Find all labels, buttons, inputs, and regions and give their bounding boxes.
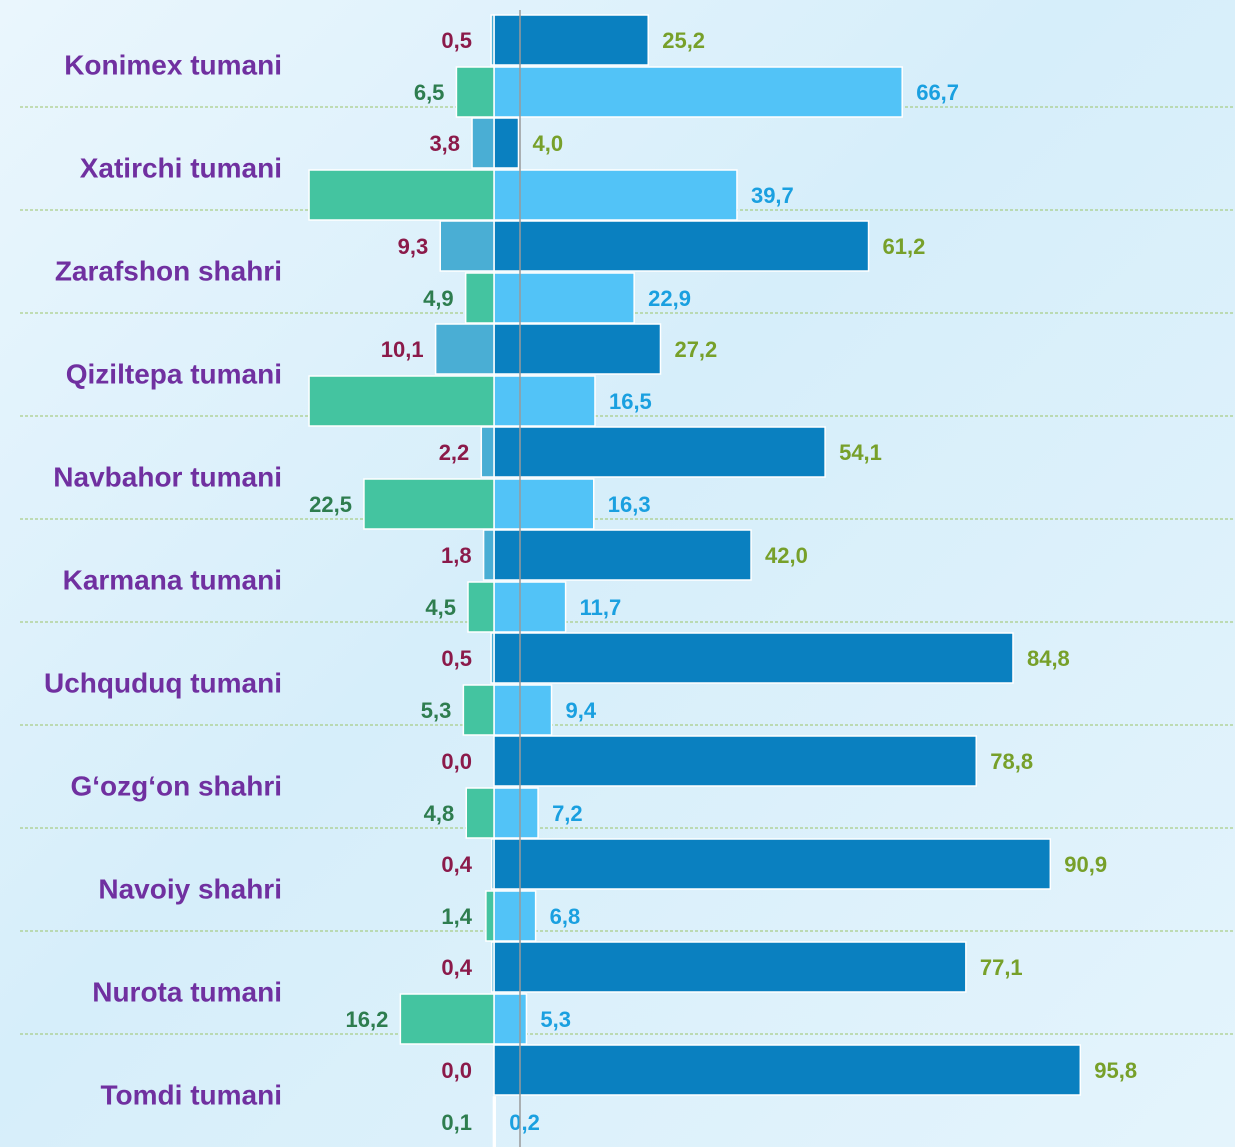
value-label: 0,2 <box>509 1110 540 1135</box>
bar <box>439 220 495 272</box>
bar <box>493 375 596 427</box>
value-label: 16,3 <box>608 492 651 517</box>
category-label: G‘ozg‘on shahri <box>70 770 282 801</box>
value-label: 16,5 <box>609 389 652 414</box>
bar <box>493 684 553 736</box>
value-label: 90,9 <box>1064 852 1107 877</box>
bar <box>493 890 537 942</box>
value-label: 16,2 <box>346 1007 389 1032</box>
category-label: Zarafshon shahri <box>55 255 282 286</box>
bar <box>493 220 870 272</box>
value-label: 4,5 <box>425 595 456 620</box>
value-label: 42,0 <box>765 543 808 568</box>
value-label: 9,3 <box>398 234 429 259</box>
bar <box>493 14 649 66</box>
bar <box>492 1096 495 1147</box>
value-label: 61,2 <box>883 234 926 259</box>
value-label: 27,2 <box>674 337 717 362</box>
bar <box>493 632 1014 684</box>
bar <box>493 169 738 221</box>
bar <box>308 169 495 221</box>
bar <box>490 838 495 890</box>
bar <box>493 478 595 530</box>
value-label: 7,2 <box>552 801 583 826</box>
bar <box>493 735 978 787</box>
bar <box>493 993 528 1045</box>
bar <box>493 323 662 375</box>
bar <box>493 66 903 118</box>
value-label: 0,0 <box>441 749 472 774</box>
bar <box>471 117 495 169</box>
value-label: 6,5 <box>414 80 445 105</box>
bar <box>493 272 635 324</box>
value-label: 3,8 <box>429 131 460 156</box>
value-label: 5,3 <box>540 1007 571 1032</box>
bar <box>480 426 495 478</box>
value-label: 77,1 <box>980 955 1023 980</box>
value-label: 5,3 <box>421 698 452 723</box>
value-label: 0,0 <box>441 1058 472 1083</box>
category-label: Konimex tumani <box>64 49 282 80</box>
value-label: 78,8 <box>990 749 1033 774</box>
value-label: 1,8 <box>441 543 472 568</box>
bar <box>399 993 495 1045</box>
bar <box>434 323 495 375</box>
bar <box>465 787 495 839</box>
value-label: 22,9 <box>648 286 691 311</box>
bar <box>485 890 495 942</box>
bar <box>455 66 495 118</box>
bar <box>490 632 495 684</box>
category-label: Uchquduq tumani <box>44 667 282 698</box>
value-label: 4,8 <box>424 801 455 826</box>
value-label: 95,8 <box>1094 1058 1137 1083</box>
category-label: Xatirchi tumani <box>80 152 282 183</box>
bar <box>493 787 539 839</box>
value-label: 2,2 <box>439 440 470 465</box>
value-label: 0,4 <box>441 955 472 980</box>
value-label: 66,7 <box>916 80 959 105</box>
bar <box>493 1044 1082 1096</box>
value-label: 6,8 <box>550 904 581 929</box>
value-label: 9,4 <box>566 698 597 723</box>
value-label: 4,9 <box>423 286 454 311</box>
value-label: 0,1 <box>441 1110 472 1135</box>
bar <box>482 529 495 581</box>
value-label: 11,7 <box>580 595 622 620</box>
category-label: Navbahor tumani <box>53 461 282 492</box>
value-label: 1,4 <box>441 904 472 929</box>
bar <box>363 478 495 530</box>
bar <box>493 529 752 581</box>
bar <box>467 581 495 633</box>
bar <box>493 838 1052 890</box>
value-label: 22,5 <box>309 492 352 517</box>
bar <box>493 941 967 993</box>
bar <box>493 426 826 478</box>
value-label: 0,4 <box>441 852 472 877</box>
bar <box>462 684 495 736</box>
bar <box>493 581 567 633</box>
value-label: 10,1 <box>381 337 424 362</box>
category-label: Nurota tumani <box>92 976 282 1007</box>
category-label: Qiziltepa tumani <box>66 358 282 389</box>
bar <box>490 941 495 993</box>
bar <box>493 117 520 169</box>
value-label: 84,8 <box>1027 646 1070 671</box>
value-label: 25,2 <box>662 28 705 53</box>
value-label: 0,5 <box>441 646 472 671</box>
value-label: 54,1 <box>839 440 882 465</box>
category-label: Karmana tumani <box>63 564 282 595</box>
category-label: Tomdi tumani <box>101 1079 282 1110</box>
value-label: 4,0 <box>532 131 563 156</box>
category-label: Navoiy shahri <box>98 873 282 904</box>
value-label: 0,5 <box>441 28 472 53</box>
bar <box>464 272 495 324</box>
value-label: 39,7 <box>751 183 794 208</box>
bar <box>308 375 495 427</box>
bar <box>490 14 495 66</box>
